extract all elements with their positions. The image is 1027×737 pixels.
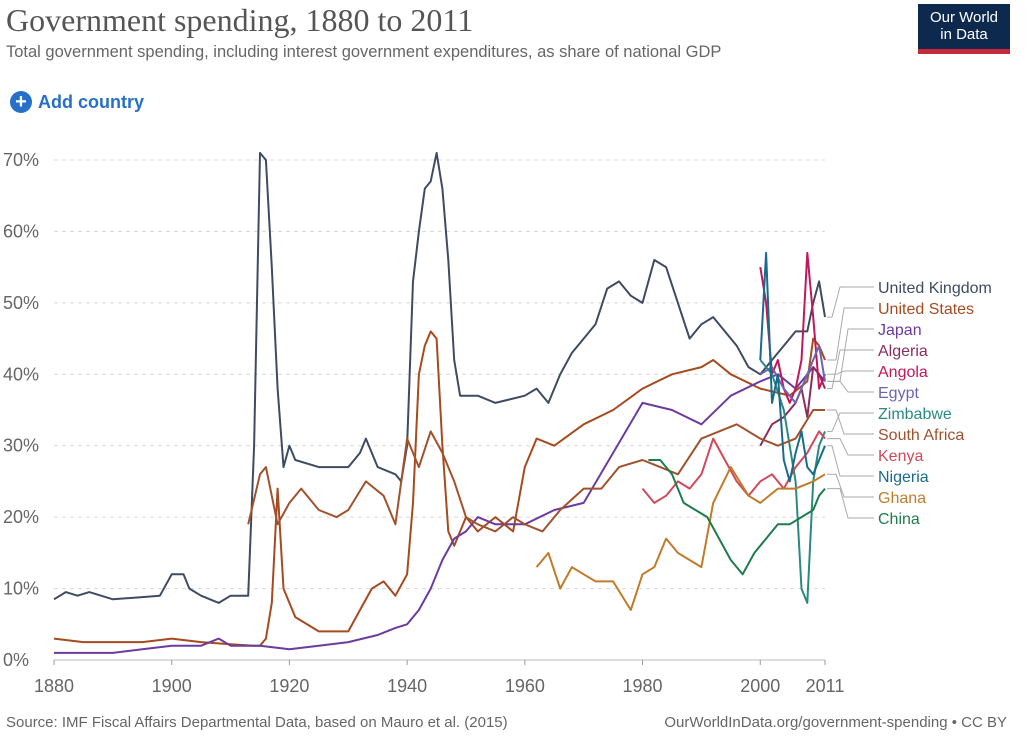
label-leader-line (827, 488, 874, 519)
add-country-label: Add country (38, 91, 144, 112)
label-leader-line (827, 438, 874, 456)
label-leader-line (827, 409, 874, 435)
y-tick-label: 40% (3, 364, 39, 384)
chart-subtitle: Total government spending, including int… (6, 43, 722, 61)
x-tick-label: 1900 (152, 676, 192, 696)
owid-logo[interactable]: Our World in Data (918, 4, 1010, 54)
label-leader-line (827, 286, 874, 318)
x-tick-label: 2000 (740, 676, 780, 696)
series-line (759, 366, 826, 447)
y-tick-label: 20% (3, 507, 39, 527)
series-line (54, 366, 826, 654)
x-tick-label: 1960 (505, 676, 545, 696)
source-note: Source: IMF Fiscal Affairs Departmental … (6, 714, 508, 731)
label-leader-line (827, 412, 874, 432)
y-tick-label: 60% (3, 221, 39, 241)
chart-title: Government spending, 1880 to 2011 (6, 2, 474, 38)
series-label: United States (878, 301, 974, 318)
x-tick-label: 1940 (387, 676, 427, 696)
plus-circle-icon: + (10, 91, 32, 113)
label-leader-line (827, 370, 874, 375)
y-tick-label: 50% (3, 293, 39, 313)
label-leader-line (827, 307, 874, 361)
series-label: Nigeria (878, 469, 929, 486)
label-leader-line (827, 349, 874, 390)
label-leader-line (827, 328, 874, 382)
y-tick-label: 30% (3, 436, 39, 456)
logo-line-2: in Data (940, 26, 988, 43)
series-line (535, 466, 826, 611)
footer-link[interactable]: OurWorldInData.org/government-spending •… (664, 714, 1007, 731)
series-line (759, 344, 826, 404)
series-line (53, 151, 826, 604)
series-label: Egypt (878, 385, 919, 402)
series-label: Algeria (878, 343, 928, 360)
series-label: Zimbabwe (878, 406, 952, 423)
series-line (641, 430, 826, 504)
series-label: China (878, 511, 920, 528)
x-tick-label: 1980 (623, 676, 663, 696)
y-tick-label: 0% (3, 650, 29, 670)
series-label: Kenya (878, 448, 923, 465)
add-country-button[interactable]: + Add country (10, 91, 144, 113)
series-line (53, 330, 826, 647)
y-tick-label: 70% (3, 150, 39, 170)
series-label: Ghana (878, 490, 926, 507)
series-label: Japan (878, 322, 922, 339)
y-tick-label: 10% (3, 579, 39, 599)
series-line (247, 409, 825, 533)
series-line (759, 251, 826, 483)
x-tick-label: 1920 (269, 676, 309, 696)
series-label: South Africa (878, 427, 964, 444)
x-tick-label: 1880 (34, 676, 74, 696)
label-leader-line (827, 445, 874, 477)
logo-line-1: Our World (929, 9, 999, 26)
series-line (648, 459, 826, 576)
series-label: United Kingdom (878, 280, 992, 297)
label-leader-line (827, 473, 874, 498)
x-tick-label: 2011 (806, 676, 845, 696)
label-leader-line (827, 380, 874, 393)
series-label: Angola (878, 364, 928, 381)
